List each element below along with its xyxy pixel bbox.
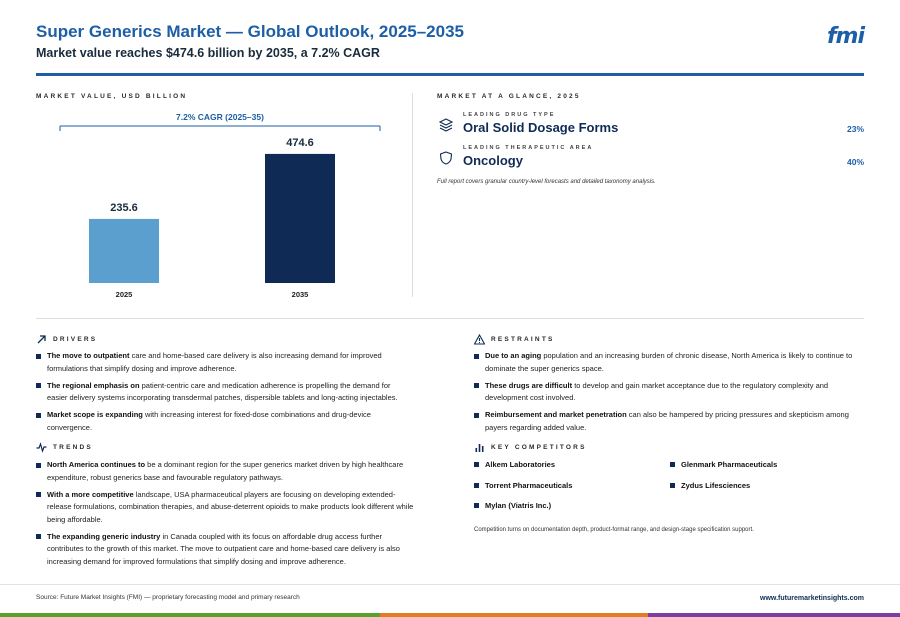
restraints-label: RESTRAINTS [491,336,555,343]
item-text: can also be hampered by pricing pressure… [485,410,849,432]
x-tick-label: 2035 [292,290,309,299]
website-link[interactable]: www.futuremarketinsights.com [760,595,864,602]
glance-note: Full report covers granular country-leve… [437,179,656,185]
footer-stripe-green [0,613,380,617]
warning-icon [474,334,485,345]
x-tick-label: 2025 [116,290,133,299]
item-text: landscape, USA pharmaceutical players ar… [47,489,414,524]
source-note: Source: Future Market Insights (FMI) — p… [36,594,300,601]
bar-2025 [89,218,159,283]
arrow-up-right-icon [37,335,46,344]
item-lead: With a more competitive [47,489,134,499]
header-rule [36,73,864,76]
item-text: in Canada coupled with its focus on affo… [47,531,400,566]
item-text: patient-centric care and medication adhe… [47,380,398,403]
glance-row-therapeutic-area: LEADING THERAPEUTIC AREA Oncology 40% [437,145,864,175]
market-value-chart: 7.2% CAGR (2025–35) 235.6 2025 474.6 2035 [59,112,381,299]
competitors-header: KEY COMPETITORS [474,442,587,453]
horizontal-divider [36,318,864,319]
bar-chart-icon [475,444,484,452]
footer-stripe-orange [380,613,648,617]
trends-list: North America continues to be a dominant… [36,459,416,573]
layers-icon [439,118,453,132]
vertical-divider [412,93,413,297]
trends-header: TRENDS [36,442,93,453]
item-lead: The move to outpatient [47,351,130,360]
item-text: with increasing interest for fixed-dose … [47,410,371,432]
footer-stripe-purple [648,613,900,617]
competitor-item: Glenmark Pharmaceuticals [670,459,866,470]
list-item: With a more competitive landscape, USA p… [36,489,416,527]
pulse-icon [36,442,47,453]
page-title: Super Generics Market — Global Outlook, … [36,22,465,41]
item-lead: Due to an aging [485,351,542,360]
trends-label: TRENDS [53,444,93,451]
glance-kicker: LEADING DRUG TYPE [463,112,556,118]
list-item: Market scope is expanding with increasin… [36,409,406,434]
page-subtitle: Market value reaches $474.6 billion by 2… [36,46,380,60]
restraints-list: Due to an aging population and an increa… [474,350,866,439]
list-item: Reimbursement and market penetration can… [474,409,866,434]
item-lead: The regional emphasis on [47,380,140,390]
list-item: The expanding generic industry in Canada… [36,531,416,569]
item-lead: Reimbursement and market penetration [485,410,627,419]
item-text: population and an increasing burden of c… [485,351,853,373]
glance-value: Oncology [463,153,523,168]
bar-2035 [265,153,335,283]
drivers-list: The move to outpatient care and home-bas… [36,350,406,439]
cagr-annotation: 7.2% CAGR (2025–35) [176,112,264,122]
item-lead: These drugs are difficult [485,380,573,390]
market-glance-label: MARKET AT A GLANCE, 2025 [437,93,581,100]
restraints-header: RESTRAINTS [474,334,555,345]
item-lead: North America continues to [47,460,146,469]
bar-value-label: 474.6 [286,137,314,149]
market-value-label: MARKET VALUE, USD BILLION [36,93,188,100]
competitor-item: Alkem Laboratories [474,459,670,470]
item-text: be a dominant region for the super gener… [47,460,404,482]
fmi-logo[interactable]: fmi [826,24,865,49]
glance-share: 23% [846,124,864,134]
item-text: care and home-based care delivery is als… [47,351,382,373]
item-lead: The expanding generic industry [47,531,161,541]
competitor-item: Torrent Pharmaceuticals [474,480,670,491]
glance-value: Oral Solid Dosage Forms [463,120,619,135]
list-item: The move to outpatient care and home-bas… [36,350,406,375]
glance-row-drug-type: LEADING DRUG TYPE Oral Solid Dosage Form… [437,112,864,142]
competitors-note: Competition turns on documentation depth… [474,527,754,533]
list-item: These drugs are difficult to develop and… [474,380,866,405]
competitor-item: Mylan (Viatris Inc.) [474,500,670,511]
shield-icon [439,151,453,165]
competitor-item: Zydus Lifesciences [670,480,866,491]
glance-share: 40% [846,157,864,167]
list-item: North America continues to be a dominant… [36,459,416,484]
footer-rule [0,584,900,585]
item-text: to develop and gain market acceptance du… [485,380,829,403]
list-item: The regional emphasis on patient-centric… [36,380,406,405]
bar-value-label: 235.6 [110,202,138,214]
glance-kicker: LEADING THERAPEUTIC AREA [463,145,594,151]
competitors-grid: Alkem Laboratories Glenmark Pharmaceutic… [474,459,866,511]
list-item: Due to an aging population and an increa… [474,350,866,375]
drivers-label: DRIVERS [53,336,98,343]
item-lead: Market scope is expanding [47,410,143,419]
drivers-header: DRIVERS [36,334,97,345]
competitors-label: KEY COMPETITORS [491,444,587,451]
